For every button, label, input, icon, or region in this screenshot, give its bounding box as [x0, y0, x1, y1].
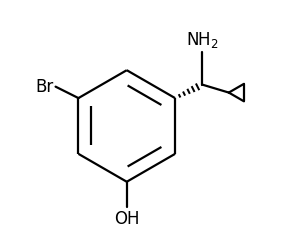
Text: Br: Br: [35, 78, 53, 96]
Text: OH: OH: [114, 210, 140, 228]
Text: NH$_2$: NH$_2$: [186, 30, 218, 50]
